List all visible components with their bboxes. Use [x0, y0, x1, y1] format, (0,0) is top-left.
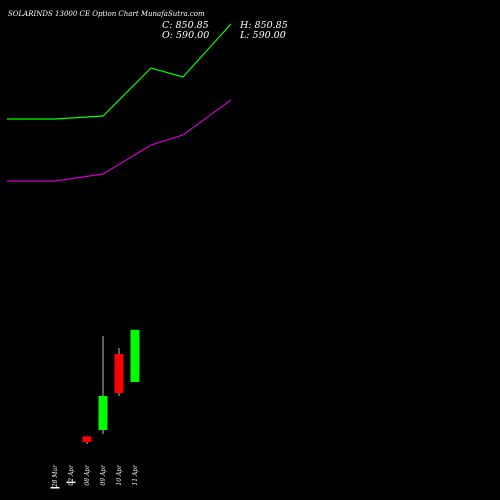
chart-title: SOLARINDS 13000 CE Option Chart MunafaSu… [8, 10, 205, 18]
indicator-lines [7, 23, 232, 182]
candle [114, 348, 124, 396]
x-tick-label: 02 Apr [68, 464, 75, 486]
candle-body [82, 436, 92, 442]
x-tick-label: 11 Apr [132, 464, 139, 486]
open-value: O: 590.00 [162, 30, 209, 41]
x-tick-label: 10 Apr [116, 464, 123, 486]
candle [50, 487, 60, 489]
indicator-line-2 [7, 99, 232, 182]
candle-body [130, 329, 140, 382]
low-value: L: 590.00 [239, 30, 286, 41]
high-value: H: 850.85 [239, 20, 288, 31]
candle [66, 481, 76, 484]
candle-body [98, 396, 108, 430]
candle-body [50, 487, 60, 489]
indicator-line-1 [7, 23, 232, 120]
candle-body [66, 481, 76, 484]
x-tick-label: 08 Apr [84, 464, 91, 486]
x-tick-label: 28 Mar [52, 464, 59, 488]
candle [98, 336, 108, 434]
close-value: C: 850.85 [162, 20, 209, 31]
candle [82, 436, 92, 444]
x-axis-ticks: 28 Mar 02 Apr 08 Apr 09 Apr 10 Apr 11 Apr [52, 464, 139, 488]
candles [50, 329, 140, 489]
x-tick-label: 09 Apr [100, 464, 107, 486]
candle-body [114, 354, 124, 393]
candle [130, 329, 140, 382]
